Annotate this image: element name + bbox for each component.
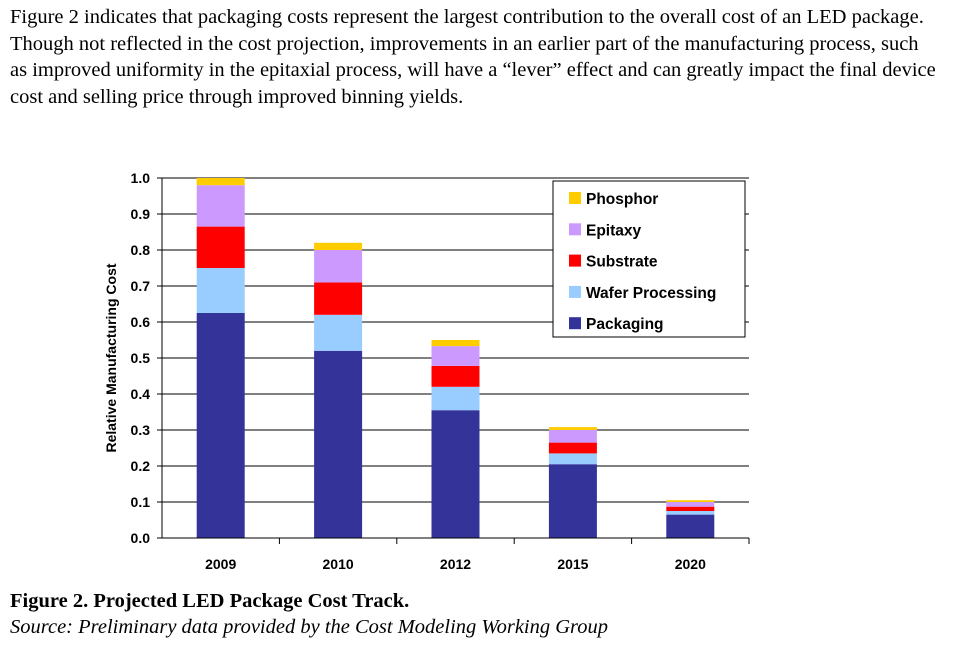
- bar-segment-wafer-processing: [196, 268, 245, 313]
- bar-segment-substrate: [548, 442, 597, 454]
- bar-segment-wafer-processing: [314, 314, 363, 351]
- bar-segment-epitaxy: [666, 502, 715, 507]
- bar-segment-phosphor: [666, 500, 715, 502]
- y-tick-label: 0.2: [131, 458, 151, 474]
- bar-segment-wafer-processing: [431, 386, 480, 411]
- legend-box: [552, 180, 746, 338]
- y-tick-label: 0.0: [131, 530, 151, 546]
- bar-segment-phosphor: [314, 242, 363, 250]
- legend-label: Packaging: [586, 316, 664, 333]
- bars: [196, 178, 715, 538]
- bar-segment-packaging: [314, 350, 363, 538]
- legend-label: Phosphor: [586, 191, 658, 208]
- legend-label: Epitaxy: [586, 222, 642, 239]
- x-tick-label: 2015: [557, 556, 588, 572]
- bar-segment-phosphor: [431, 340, 480, 347]
- bar-segment-substrate: [196, 226, 245, 268]
- legend-swatch: [569, 192, 581, 204]
- bar-segment-substrate: [666, 506, 715, 511]
- legend-label: Substrate: [586, 254, 658, 271]
- bar-segment-wafer-processing: [548, 453, 597, 465]
- x-tick-label: 2020: [675, 556, 706, 572]
- bar-segment-epitaxy: [431, 346, 480, 366]
- legend: Phosphor Epitaxy Substrate Wafer Processing…: [552, 180, 746, 338]
- x-tick-label: 2010: [323, 556, 354, 572]
- bar-segment-substrate: [314, 282, 363, 315]
- intro-paragraph: Figure 2 indicates that packaging costs …: [10, 6, 936, 108]
- bar-segment-phosphor: [196, 178, 245, 186]
- y-tick-label: 0.8: [131, 242, 151, 258]
- figure-caption: Figure 2. Projected LED Package Cost Tra…: [10, 590, 410, 612]
- y-axis-title: Relative Manufacturing Cost: [103, 263, 119, 452]
- bar-segment-packaging: [196, 313, 245, 538]
- figure-source: Source: Preliminary data provided by the…: [10, 616, 609, 638]
- bar-segment-epitaxy: [314, 250, 363, 283]
- bar-segment-packaging: [666, 514, 715, 538]
- y-tick-label: 1.0: [131, 170, 151, 186]
- bar-segment-epitaxy: [196, 185, 245, 227]
- y-tick-label: 0.6: [131, 314, 151, 330]
- y-tick-label: 0.4: [131, 386, 151, 402]
- bar-segment-epitaxy: [548, 430, 597, 443]
- axes: 0.0 0.1 0.2 0.3 0.4 0.5 0.6 0.7 0.8 0.9 1.0 2009 201…: [131, 170, 750, 572]
- y-tick-label: 0.3: [131, 422, 151, 438]
- x-tick-label: 2009: [205, 556, 236, 572]
- legend-swatch: [569, 223, 581, 236]
- x-tick-label: 2012: [440, 556, 471, 572]
- bar-segment-phosphor: [548, 427, 597, 430]
- stacked-bar-chart: 0.0 0.1 0.2 0.3 0.4 0.5 0.6 0.7 0.8 0.9 1.0 2009 201…: [103, 170, 750, 572]
- legend-swatch: [569, 254, 581, 267]
- bar-segment-substrate: [431, 365, 480, 387]
- legend-swatch: [569, 317, 581, 330]
- y-tick-label: 0.1: [131, 494, 151, 510]
- legend-label: Wafer Processing: [586, 285, 716, 302]
- y-tick-label: 0.9: [131, 206, 151, 222]
- bar-segment-packaging: [431, 410, 480, 538]
- y-tick-label: 0.7: [131, 278, 151, 294]
- bar-segment-packaging: [548, 464, 597, 538]
- bar-segment-wafer-processing: [666, 511, 715, 515]
- legend-swatch: [569, 285, 581, 298]
- y-tick-label: 0.5: [131, 350, 151, 366]
